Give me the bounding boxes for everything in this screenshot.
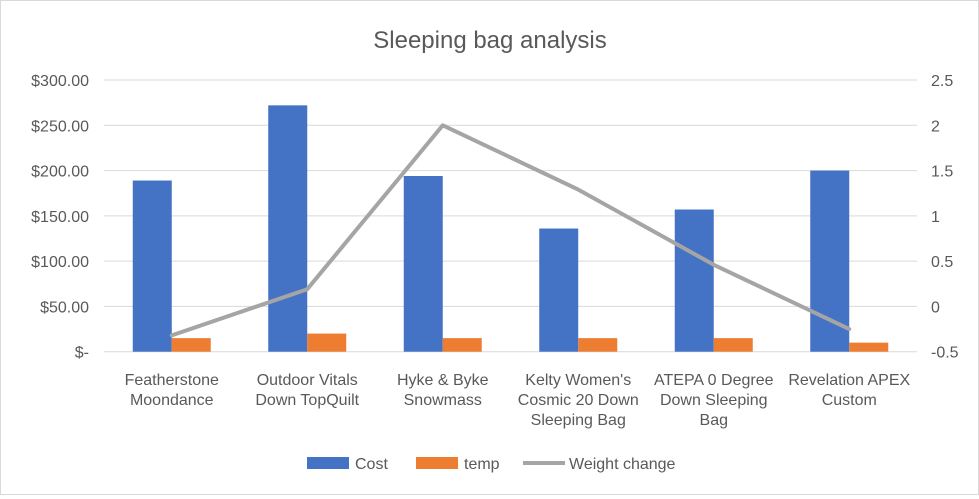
category-label: Hyke & Byke bbox=[397, 372, 489, 389]
category-label: Bag bbox=[700, 412, 728, 429]
bar-cost bbox=[132, 180, 172, 352]
legend-label: temp bbox=[464, 456, 500, 473]
legend-swatch-cost bbox=[307, 457, 349, 469]
legend-label: Weight change bbox=[569, 456, 676, 473]
line-weight-change bbox=[169, 123, 852, 338]
left-axis-tick: $- bbox=[75, 345, 89, 362]
left-axis-tick: $200.00 bbox=[31, 164, 89, 181]
category-label: Snowmass bbox=[404, 392, 482, 409]
right-axis-tick: 0.5 bbox=[931, 254, 953, 271]
category-label: Down TopQuilt bbox=[255, 392, 359, 409]
category-label: Cosmic 20 Down bbox=[518, 392, 639, 409]
bar-temp bbox=[307, 333, 347, 352]
right-axis-tick: -0.5 bbox=[931, 345, 959, 362]
bar-temp bbox=[442, 338, 482, 352]
right-axis-tick: 1.5 bbox=[931, 164, 953, 181]
left-axis-tick: $250.00 bbox=[31, 118, 89, 135]
category-label: Kelty Women's bbox=[525, 372, 631, 389]
chart-title: Sleeping bag analysis bbox=[373, 27, 607, 54]
bar-temp bbox=[171, 338, 211, 352]
bar-cost bbox=[403, 176, 443, 352]
category-label: Down Sleeping bbox=[660, 392, 768, 409]
right-axis-tick: 2.5 bbox=[931, 73, 953, 90]
right-axis-tick: 0 bbox=[931, 299, 940, 316]
category-label: ATEPA 0 Degree bbox=[654, 372, 774, 389]
legend-swatch-temp bbox=[416, 457, 458, 469]
left-axis-tick: $150.00 bbox=[31, 209, 89, 226]
right-axis-tick: 2 bbox=[931, 118, 940, 135]
right-axis-tick: 1 bbox=[931, 209, 940, 226]
left-axis-tick: $100.00 bbox=[31, 254, 89, 271]
bar-temp bbox=[849, 342, 889, 352]
category-label: Moondance bbox=[130, 392, 214, 409]
bar-cost bbox=[268, 105, 308, 352]
category-label: Revelation APEX bbox=[788, 372, 910, 389]
bar-cost bbox=[539, 228, 579, 352]
bar-cost bbox=[674, 209, 714, 352]
left-axis-tick: $300.00 bbox=[31, 73, 89, 90]
category-label: Sleeping Bag bbox=[531, 412, 626, 429]
bar-temp bbox=[578, 338, 618, 352]
bar-temp bbox=[713, 338, 753, 352]
left-axis-tick: $50.00 bbox=[40, 299, 89, 316]
category-label: Custom bbox=[822, 392, 877, 409]
category-label: Outdoor Vitals bbox=[257, 372, 358, 389]
category-label: Featherstone bbox=[125, 372, 219, 389]
legend-label: Cost bbox=[355, 456, 388, 473]
